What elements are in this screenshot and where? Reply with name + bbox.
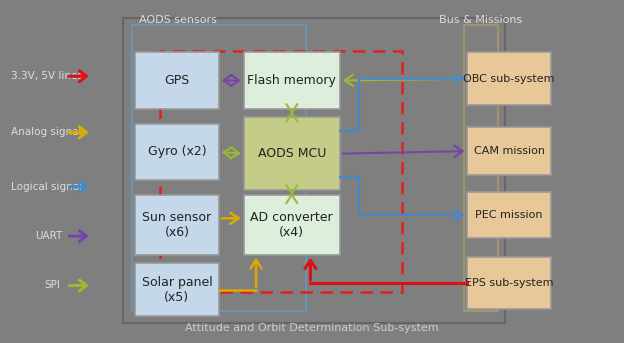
Text: GPS: GPS — [164, 74, 190, 87]
Text: SPI: SPI — [45, 281, 61, 291]
Text: UART: UART — [36, 231, 63, 241]
Bar — [122, 19, 505, 323]
Text: AODS MCU: AODS MCU — [258, 147, 326, 160]
Text: Solar panel
(x5): Solar panel (x5) — [142, 276, 212, 304]
Bar — [467, 127, 551, 175]
Bar — [467, 257, 551, 309]
Bar — [243, 195, 340, 255]
Bar — [464, 25, 499, 311]
Text: PEC mission: PEC mission — [475, 210, 543, 220]
Text: Flash memory: Flash memory — [247, 74, 336, 87]
Bar — [135, 263, 219, 316]
Bar — [135, 52, 219, 108]
Text: Attitude and Orbit Determination Sub-system: Attitude and Orbit Determination Sub-sys… — [185, 323, 439, 333]
Bar — [132, 25, 306, 311]
Text: 3.3V, 5V lines: 3.3V, 5V lines — [11, 71, 82, 81]
Text: Bus & Missions: Bus & Missions — [439, 15, 522, 25]
Bar — [467, 52, 551, 105]
Text: Logical signal: Logical signal — [11, 182, 82, 192]
Text: CAM mission: CAM mission — [474, 146, 545, 156]
Bar — [467, 192, 551, 238]
Text: Analog signal: Analog signal — [11, 127, 81, 138]
Bar — [135, 124, 219, 180]
Bar — [243, 52, 340, 108]
Text: AD converter
(x4): AD converter (x4) — [250, 211, 333, 239]
Bar — [243, 117, 340, 190]
Bar — [135, 195, 219, 255]
Bar — [160, 51, 402, 292]
Text: Gyro (x2): Gyro (x2) — [147, 145, 206, 158]
Text: EPS sub-system: EPS sub-system — [465, 278, 553, 288]
Text: AODS sensors: AODS sensors — [140, 15, 217, 25]
Text: OBC sub-system: OBC sub-system — [464, 74, 555, 84]
Text: Sun sensor
(x6): Sun sensor (x6) — [142, 211, 212, 239]
